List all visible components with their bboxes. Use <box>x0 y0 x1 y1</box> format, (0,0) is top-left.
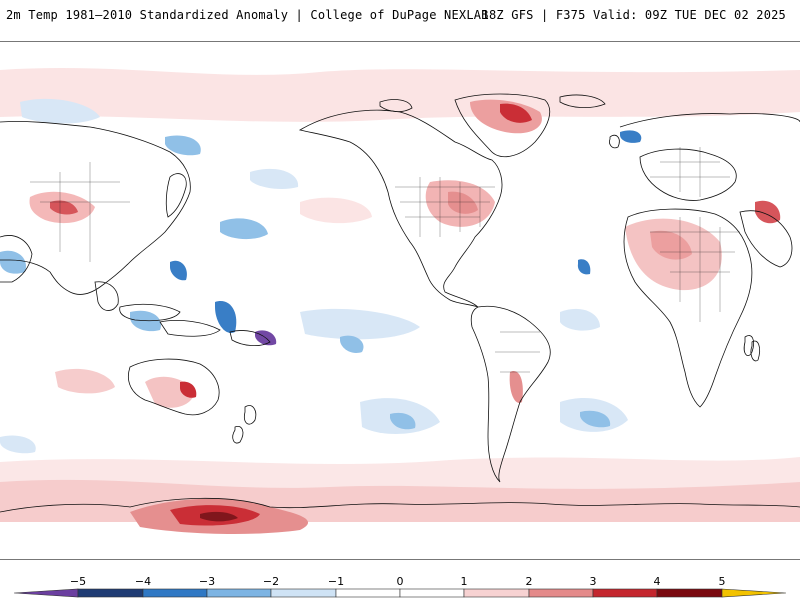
anomaly-shading <box>0 68 800 534</box>
anomaly-map <box>0 41 800 560</box>
political-borders <box>30 147 740 373</box>
colorbar-tick-label: −4 <box>134 575 152 588</box>
coastlines <box>0 93 800 513</box>
colorbar-tick-label: −5 <box>69 575 87 588</box>
colorbar-segment <box>399 588 465 598</box>
colorbar-tick-label: −1 <box>327 575 345 588</box>
colorbar-segment <box>528 588 594 598</box>
colorbar-tick-label: 3 <box>589 575 597 588</box>
colorbar-segments <box>13 588 787 598</box>
colorbar-tick-label: −3 <box>198 575 216 588</box>
colorbar-strip <box>13 588 787 598</box>
colorbar-segment <box>77 588 144 598</box>
colorbar-tick-label: 2 <box>525 575 533 588</box>
colorbar-segment <box>592 588 658 598</box>
colorbar-tick-label: 4 <box>653 575 661 588</box>
colorbar-segment <box>721 588 787 598</box>
colorbar-tick-label: 1 <box>460 575 468 588</box>
colorbar-segment <box>463 588 530 598</box>
colorbar-segment <box>142 588 208 598</box>
map-canvas <box>0 68 800 534</box>
colorbar-tick-label: 0 <box>396 575 404 588</box>
colorbar-tick-label: 5 <box>718 575 726 588</box>
colorbar-segment <box>270 588 337 598</box>
colorbar-segment <box>335 588 401 598</box>
colorbar-segment <box>206 588 272 598</box>
map-title: 2m Temp 1981–2010 Standardized Anomaly |… <box>6 8 489 22</box>
colorbar-segment <box>656 588 723 598</box>
colorbar-segment <box>13 588 79 598</box>
model-run-info: 18Z GFS | F375 Valid: 09Z TUE DEC 02 202… <box>481 8 786 22</box>
colorbar-tick-label: −2 <box>262 575 280 588</box>
